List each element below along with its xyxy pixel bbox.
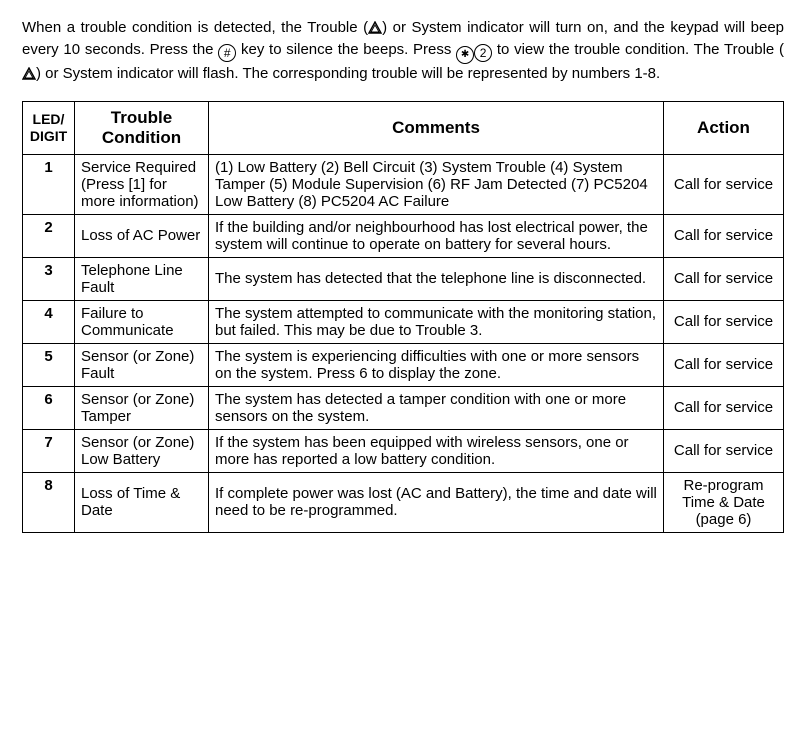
table-row: 6Sensor (or Zone) TamperThe system has d… — [23, 386, 784, 429]
cell-condition: Telephone Line Fault — [75, 257, 209, 300]
cell-action: Call for service — [664, 429, 784, 472]
table-row: 7Sensor (or Zone) Low BatteryIf the syst… — [23, 429, 784, 472]
intro-text-3: key to silence the beeps. Press — [236, 41, 456, 58]
cell-digit: 4 — [23, 300, 75, 343]
table-row: 1Service Required (Press [1] for more in… — [23, 154, 784, 214]
cell-comments: If the system has been equipped with wir… — [209, 429, 664, 472]
trouble-table: LED/ DIGIT Trouble Condition Comments Ac… — [22, 101, 784, 533]
cell-condition: Loss of AC Power — [75, 214, 209, 257]
cell-action: Call for service — [664, 154, 784, 214]
cell-digit: 7 — [23, 429, 75, 472]
triangle-icon — [22, 66, 36, 86]
triangle-icon — [368, 20, 382, 40]
cell-action: Call for service — [664, 214, 784, 257]
cell-digit: 6 — [23, 386, 75, 429]
cell-digit: 1 — [23, 154, 75, 214]
cell-action: Call for service — [664, 300, 784, 343]
cell-digit: 2 — [23, 214, 75, 257]
cell-action: Call for service — [664, 386, 784, 429]
table-header-row: LED/ DIGIT Trouble Condition Comments Ac… — [23, 101, 784, 154]
cell-condition: Service Required (Press [1] for more inf… — [75, 154, 209, 214]
cell-condition: Loss of Time & Date — [75, 472, 209, 532]
cell-comments: If the building and/or neighbourhood has… — [209, 214, 664, 257]
star-key-icon: ✱ — [456, 46, 474, 64]
cell-comments: (1) Low Battery (2) Bell Circuit (3) Sys… — [209, 154, 664, 214]
cell-action: Call for service — [664, 257, 784, 300]
table-row: 2Loss of AC PowerIf the building and/or … — [23, 214, 784, 257]
table-body: 1Service Required (Press [1] for more in… — [23, 154, 784, 532]
cell-digit: 5 — [23, 343, 75, 386]
intro-text-1: When a trouble condition is detected, th… — [22, 19, 368, 36]
cell-comments: The system has detected a tamper conditi… — [209, 386, 664, 429]
intro-text-4: to view the trouble condition. The Troub… — [492, 41, 784, 58]
intro-paragraph: When a trouble condition is detected, th… — [22, 18, 784, 87]
intro-text-5: ) or System indicator will flash. The co… — [36, 65, 660, 82]
table-row: 8Loss of Time & DateIf complete power wa… — [23, 472, 784, 532]
cell-condition: Sensor (or Zone) Fault — [75, 343, 209, 386]
cell-condition: Sensor (or Zone) Tamper — [75, 386, 209, 429]
cell-condition: Failure to Communicate — [75, 300, 209, 343]
table-row: 4Failure to CommunicateThe system attemp… — [23, 300, 784, 343]
cell-comments: The system has detected that the telepho… — [209, 257, 664, 300]
table-row: 3Telephone Line FaultThe system has dete… — [23, 257, 784, 300]
cell-action: Re-program Time & Date (page 6) — [664, 472, 784, 532]
header-led: LED/ DIGIT — [23, 101, 75, 154]
cell-action: Call for service — [664, 343, 784, 386]
header-condition: Trouble Condition — [75, 101, 209, 154]
two-key-icon: 2 — [474, 44, 492, 62]
cell-comments: If complete power was lost (AC and Batte… — [209, 472, 664, 532]
cell-digit: 8 — [23, 472, 75, 532]
hash-key-icon: # — [218, 44, 236, 62]
header-comments: Comments — [209, 101, 664, 154]
cell-condition: Sensor (or Zone) Low Battery — [75, 429, 209, 472]
table-row: 5Sensor (or Zone) FaultThe system is exp… — [23, 343, 784, 386]
cell-comments: The system attempted to communicate with… — [209, 300, 664, 343]
cell-digit: 3 — [23, 257, 75, 300]
header-action: Action — [664, 101, 784, 154]
cell-comments: The system is experiencing difficulties … — [209, 343, 664, 386]
